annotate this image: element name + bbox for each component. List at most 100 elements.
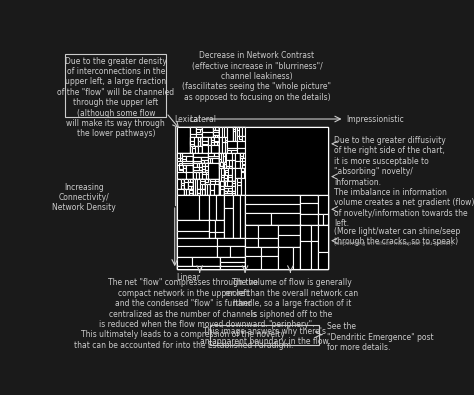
Bar <box>292 246 300 269</box>
Bar <box>177 153 180 158</box>
Bar <box>225 209 233 238</box>
Bar <box>177 127 328 269</box>
Bar <box>197 163 202 167</box>
Bar <box>192 163 202 172</box>
Bar <box>228 177 231 181</box>
Bar <box>177 195 224 238</box>
Bar <box>190 127 196 134</box>
Bar <box>197 179 205 195</box>
Bar <box>209 232 215 238</box>
Bar <box>222 162 226 168</box>
Bar <box>201 160 208 163</box>
Bar <box>228 127 237 141</box>
Bar <box>177 220 209 230</box>
Bar <box>235 153 240 161</box>
Bar <box>245 225 300 269</box>
Bar <box>196 130 201 134</box>
Bar <box>201 160 203 162</box>
Bar <box>318 196 328 214</box>
Bar <box>189 190 192 192</box>
Bar <box>227 150 237 153</box>
Bar <box>229 161 231 165</box>
Bar <box>257 225 278 238</box>
Bar <box>177 258 245 269</box>
Bar <box>224 175 227 181</box>
Bar <box>224 169 235 180</box>
Bar <box>318 214 323 225</box>
Bar <box>177 188 184 195</box>
Bar <box>224 181 235 195</box>
Bar <box>201 157 208 163</box>
Bar <box>177 154 192 178</box>
Bar <box>237 131 239 135</box>
Bar <box>233 195 240 238</box>
Bar <box>197 163 202 167</box>
Bar <box>227 149 237 153</box>
Bar <box>225 140 227 142</box>
Bar <box>189 189 192 195</box>
Bar <box>235 168 241 178</box>
Bar <box>197 192 200 195</box>
Bar <box>219 162 222 168</box>
Bar <box>206 172 208 174</box>
Bar <box>214 138 218 142</box>
Bar <box>182 156 186 161</box>
Bar <box>237 185 241 195</box>
Bar <box>184 179 192 188</box>
Bar <box>318 195 328 214</box>
Bar <box>241 169 245 178</box>
Bar <box>190 127 201 137</box>
Bar <box>225 138 227 142</box>
Bar <box>208 153 214 156</box>
Bar <box>236 154 245 168</box>
Bar <box>180 153 182 158</box>
Bar <box>228 127 245 153</box>
Bar <box>182 153 192 156</box>
Bar <box>214 137 219 141</box>
Bar <box>188 182 192 188</box>
Bar <box>201 137 208 145</box>
Bar <box>193 154 218 178</box>
Bar <box>211 138 213 142</box>
Bar <box>231 150 237 153</box>
Bar <box>209 195 216 220</box>
Bar <box>177 195 200 220</box>
Bar <box>192 153 219 179</box>
Bar <box>198 179 204 188</box>
Bar <box>201 157 208 160</box>
Bar <box>227 141 237 149</box>
Bar <box>194 138 197 145</box>
Bar <box>232 154 235 160</box>
Bar <box>205 179 208 182</box>
Bar <box>278 225 300 235</box>
Bar <box>233 127 235 141</box>
Bar <box>221 187 223 189</box>
Bar <box>216 135 218 137</box>
Bar <box>197 189 200 192</box>
Bar <box>193 158 208 162</box>
Bar <box>180 158 182 161</box>
Bar <box>235 153 245 168</box>
Bar <box>245 204 300 213</box>
Bar <box>208 158 219 163</box>
Bar <box>202 132 212 137</box>
Bar <box>220 186 224 195</box>
Bar <box>198 146 201 153</box>
Bar <box>224 195 245 238</box>
Bar <box>214 153 219 156</box>
Bar <box>201 127 213 132</box>
Bar <box>204 160 208 163</box>
Bar <box>231 168 235 181</box>
Bar <box>318 214 328 224</box>
Bar <box>224 181 235 195</box>
Bar <box>240 158 242 161</box>
Bar <box>184 189 188 195</box>
Bar <box>177 153 219 195</box>
Bar <box>205 166 208 170</box>
Bar <box>199 167 202 170</box>
Bar <box>226 171 228 175</box>
Bar <box>190 138 194 141</box>
Bar <box>219 153 235 168</box>
Bar <box>188 186 192 188</box>
Bar <box>177 239 216 246</box>
